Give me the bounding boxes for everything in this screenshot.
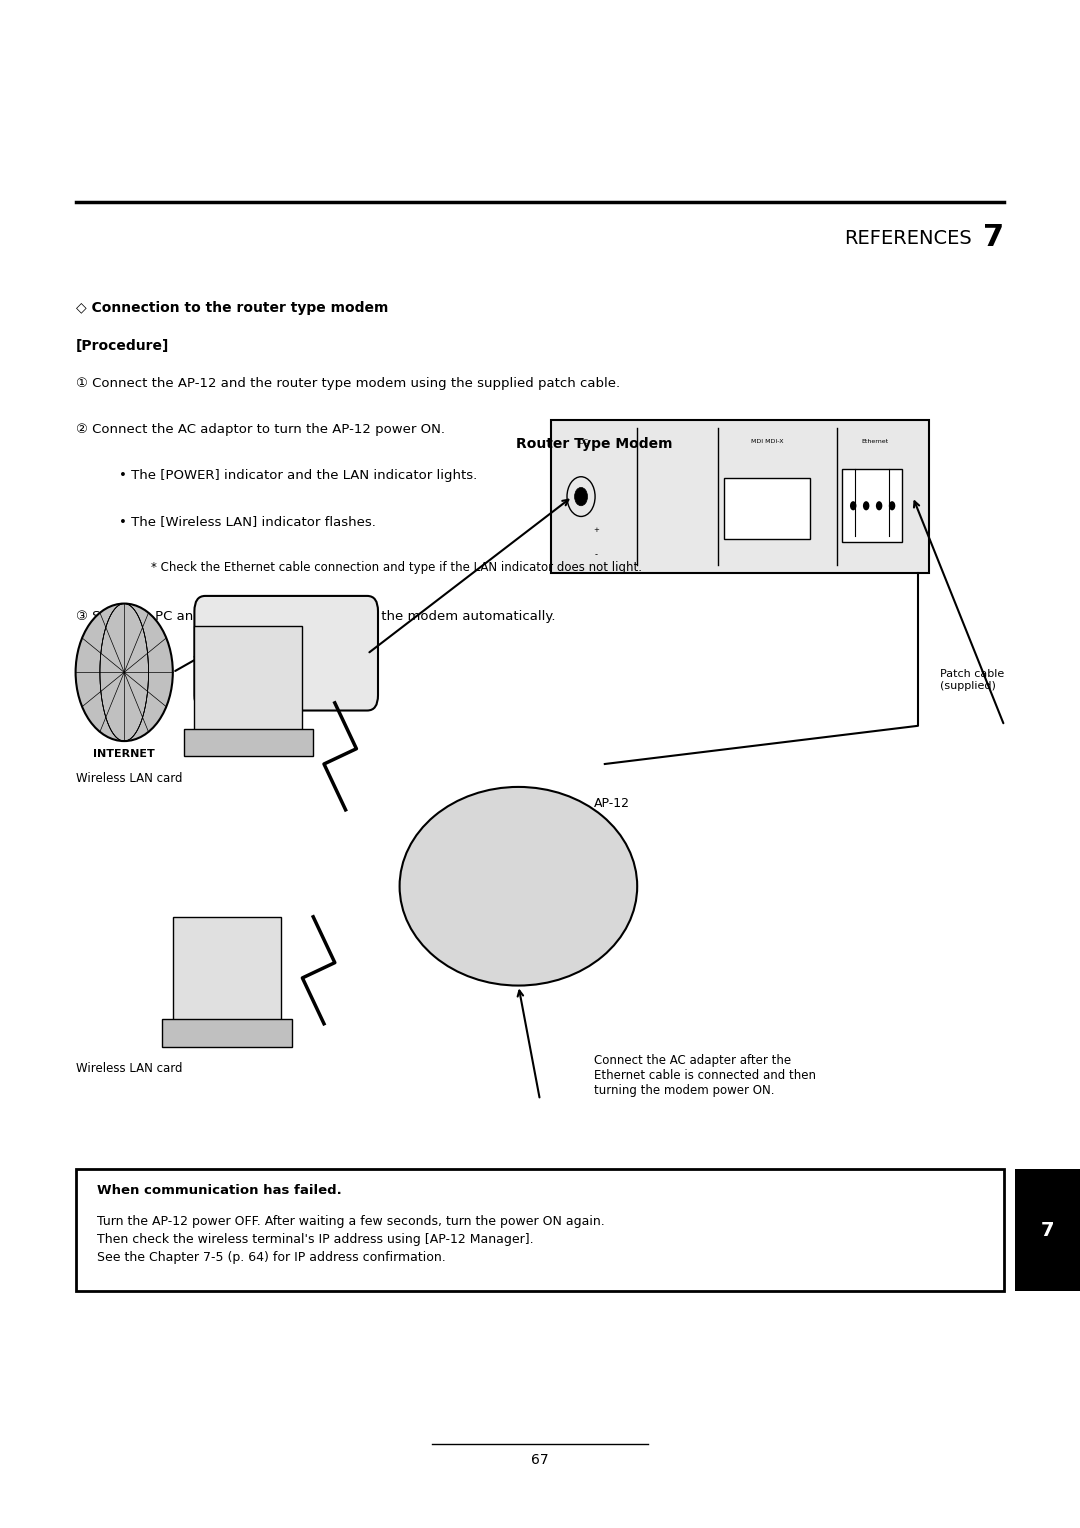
Text: Patch cable
(supplied): Patch cable (supplied) [940,669,1003,691]
FancyBboxPatch shape [162,1019,292,1047]
Text: ① Connect the AP-12 and the router type modem using the supplied patch cable.: ① Connect the AP-12 and the router type … [76,377,620,391]
Circle shape [850,501,856,510]
Text: Wireless LAN card: Wireless LAN card [76,1062,183,1076]
Text: AP-12: AP-12 [594,796,630,810]
FancyBboxPatch shape [194,596,378,711]
Text: 67: 67 [531,1453,549,1467]
Text: Router Type Modem: Router Type Modem [516,437,672,451]
FancyBboxPatch shape [1015,1169,1080,1291]
Text: DSL: DSL [272,628,300,642]
Text: 7: 7 [1041,1221,1054,1239]
Text: -: - [595,550,597,559]
Text: ② Connect the AC adaptor to turn the AP-12 power ON.: ② Connect the AC adaptor to turn the AP-… [76,423,445,437]
Text: MDI MDI-X: MDI MDI-X [751,439,783,443]
FancyBboxPatch shape [194,626,302,733]
Text: ◇ Connection to the router type modem: ◇ Connection to the router type modem [76,301,388,315]
Text: When communication has failed.: When communication has failed. [97,1184,342,1198]
FancyBboxPatch shape [173,917,281,1024]
Text: REFERENCES: REFERENCES [845,229,972,248]
Text: Ethernet: Ethernet [861,439,889,443]
Text: DC: DC [578,439,589,445]
Circle shape [876,501,882,510]
Circle shape [863,501,869,510]
FancyBboxPatch shape [184,729,313,756]
Text: +: + [593,527,599,533]
Text: ③ Start the PC and obtain an IP address from the modem automatically.: ③ Start the PC and obtain an IP address … [76,610,555,623]
Text: /CATV: /CATV [266,665,307,678]
FancyBboxPatch shape [842,469,902,542]
Text: • The [POWER] indicator and the LAN indicator lights.: • The [POWER] indicator and the LAN indi… [119,469,477,483]
Text: Wireless LAN card: Wireless LAN card [76,772,183,785]
Text: • The [Wireless LAN] indicator flashes.: • The [Wireless LAN] indicator flashes. [119,515,376,529]
Text: INTERNET: INTERNET [93,749,156,759]
Ellipse shape [400,787,637,986]
Text: Turn the AP-12 power OFF. After waiting a few seconds, turn the power ON again.
: Turn the AP-12 power OFF. After waiting … [97,1215,605,1264]
Circle shape [575,487,588,506]
Text: Connect the AC adapter after the
Ethernet cable is connected and then
turning th: Connect the AC adapter after the Etherne… [594,1054,816,1097]
FancyBboxPatch shape [724,478,810,539]
FancyBboxPatch shape [551,420,929,573]
FancyBboxPatch shape [76,1169,1004,1291]
Text: * Check the Ethernet cable connection and type if the LAN indicator does not lig: * Check the Ethernet cable connection an… [151,561,643,575]
Text: [Procedure]: [Procedure] [76,339,168,353]
Text: 7: 7 [983,223,1004,252]
Circle shape [889,501,895,510]
Circle shape [76,604,173,741]
